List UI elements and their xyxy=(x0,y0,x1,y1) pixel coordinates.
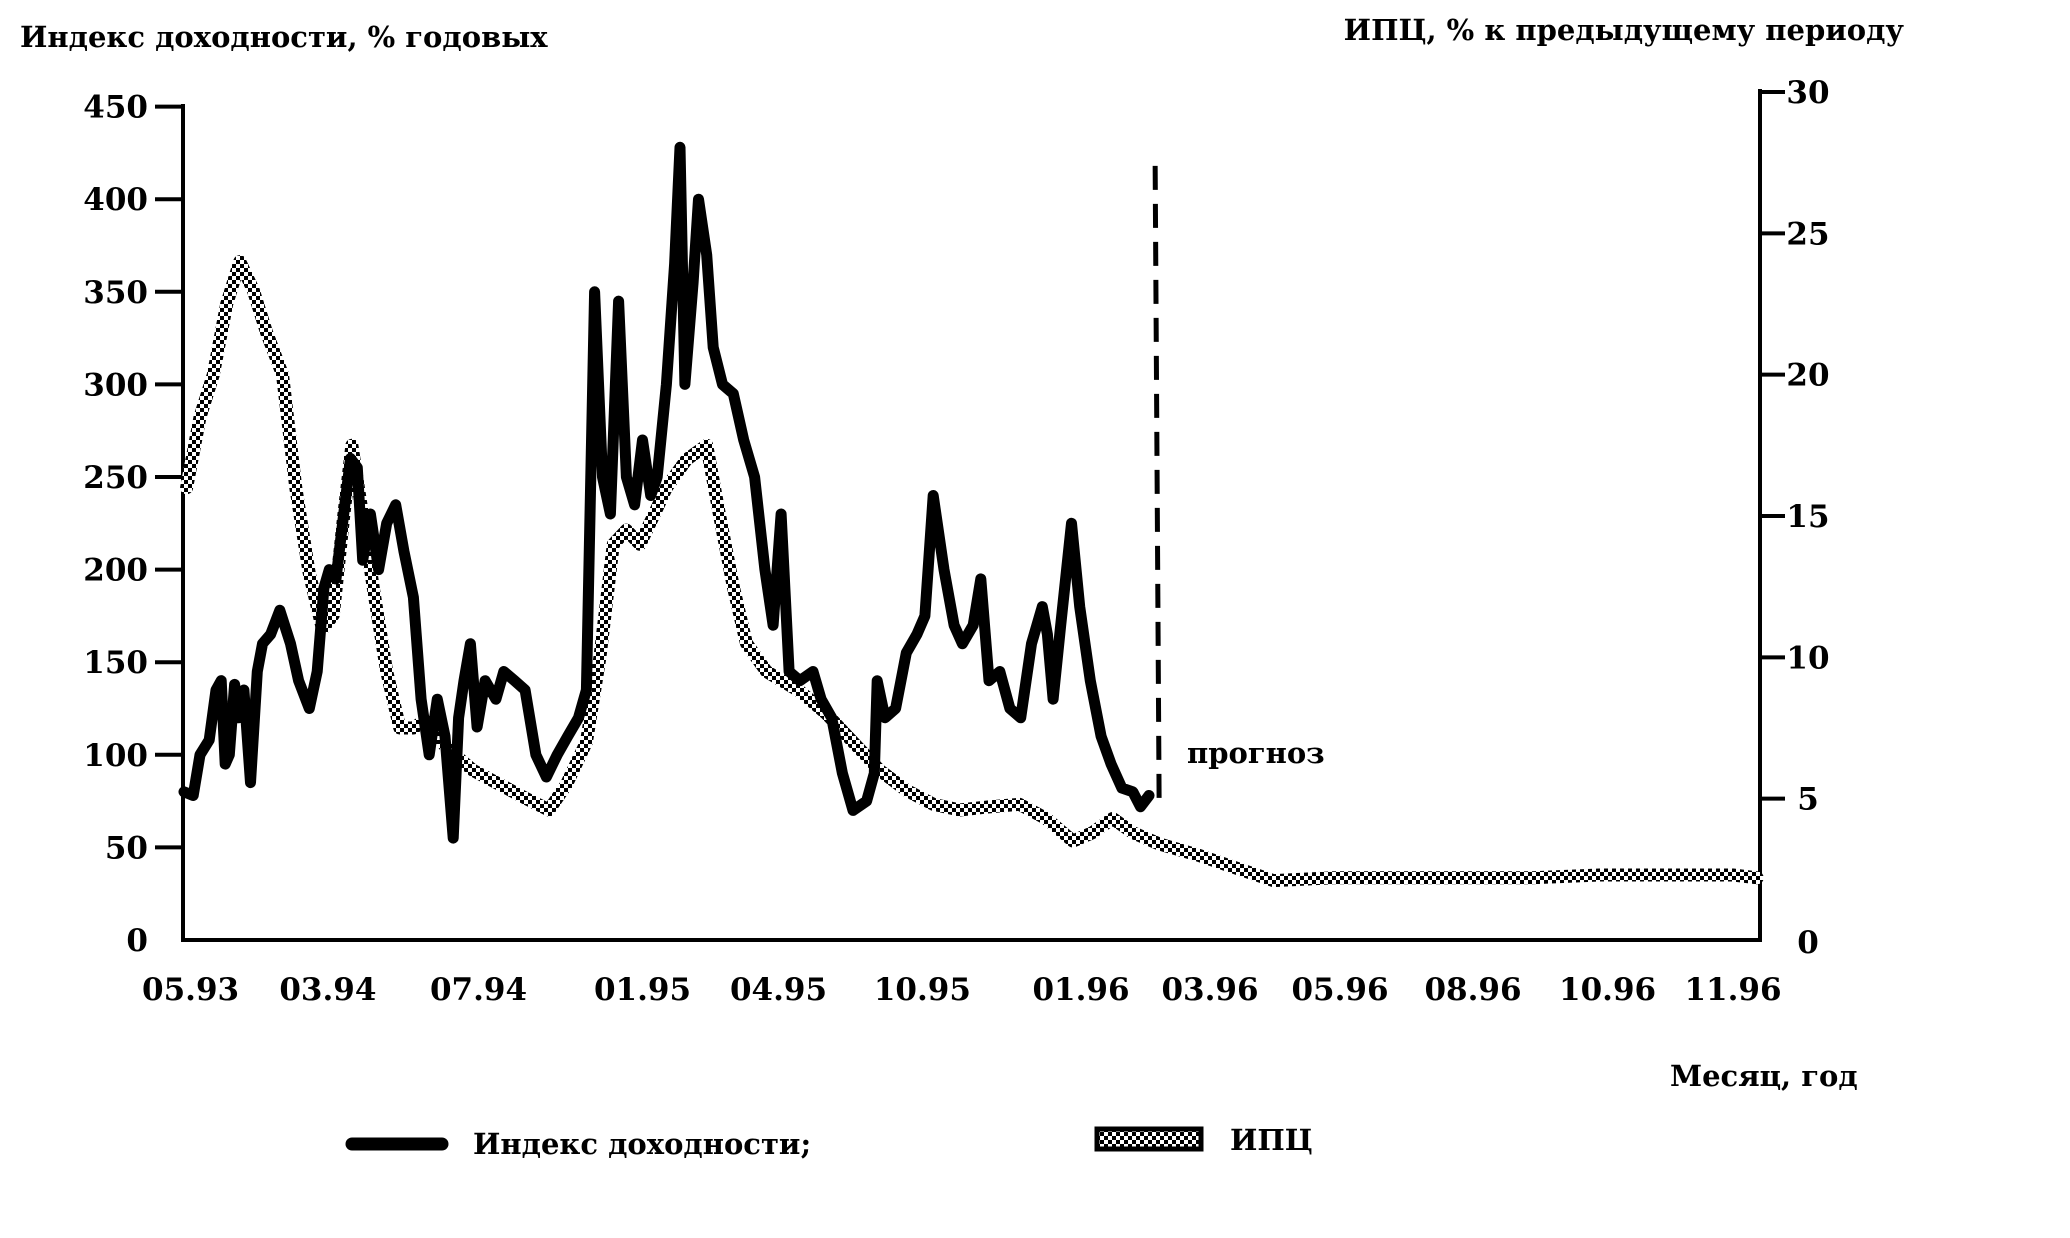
series-index-line xyxy=(178,141,1155,844)
x-tick-label: 11.96 xyxy=(1684,972,1781,1008)
right-tick-label: 0 xyxy=(1797,925,1819,961)
forecast-label: прогноз xyxy=(1187,736,1325,770)
right-tick-label: 15 xyxy=(1786,499,1829,535)
left-tick-label: 200 xyxy=(83,553,148,589)
left-tick-label: 100 xyxy=(83,738,148,774)
left-tick-label: 300 xyxy=(83,367,148,403)
right-ticks: 0 5 10 15 20 25 30 xyxy=(1760,75,1830,961)
x-tick-label: 03.94 xyxy=(279,972,376,1008)
right-tick-label: 20 xyxy=(1786,358,1829,394)
x-tick-label: 10.95 xyxy=(874,972,971,1008)
left-tick-label: 450 xyxy=(83,90,148,126)
right-tick-label: 25 xyxy=(1786,216,1829,252)
legend-index-label: Индекс доходности; xyxy=(473,1127,811,1161)
legend-cpi-label: ИПЦ xyxy=(1230,1123,1313,1157)
right-tick-label: 30 xyxy=(1786,75,1829,111)
x-tick-label: 01.96 xyxy=(1032,972,1129,1008)
x-tick-label: 10.96 xyxy=(1559,972,1656,1008)
x-tick-label: 07.94 xyxy=(430,972,527,1008)
x-ticks: 05.93 03.94 07.94 01.95 04.95 10.95 01.96 03.96… xyxy=(142,972,1781,1008)
left-tick-label: 250 xyxy=(83,460,148,496)
left-tick-label: 0 xyxy=(126,923,148,959)
right-axis-title: ИПЦ, % к предыдущему периоду xyxy=(1344,13,1905,47)
right-tick-label: 10 xyxy=(1786,640,1829,676)
left-tick-label: 150 xyxy=(83,645,148,681)
x-tick-label: 05.93 xyxy=(142,972,239,1008)
left-tick-label: 50 xyxy=(105,830,148,866)
left-ticks: 0 50 100 150 200 250 300 350 400 450 xyxy=(83,90,183,959)
x-tick-label: 08.96 xyxy=(1424,972,1521,1008)
x-tick-label: 04.95 xyxy=(730,972,827,1008)
series-cpi-line xyxy=(180,255,1764,888)
x-tick-label: 05.96 xyxy=(1291,972,1388,1008)
legend: Индекс доходности; ИПЦ xyxy=(345,1123,1313,1161)
x-tick-label: 03.96 xyxy=(1161,972,1258,1008)
x-tick-label: 01.95 xyxy=(594,972,691,1008)
right-tick-label: 5 xyxy=(1797,782,1819,818)
left-axis-title: Индекс доходности, % годовых xyxy=(20,20,548,54)
legend-cpi-marker xyxy=(1094,1126,1204,1152)
forecast-dashed-line xyxy=(1152,165,1162,807)
left-tick-label: 350 xyxy=(83,275,148,311)
x-axis-title: Месяц, год xyxy=(1670,1059,1858,1093)
left-tick-label: 400 xyxy=(83,182,148,218)
